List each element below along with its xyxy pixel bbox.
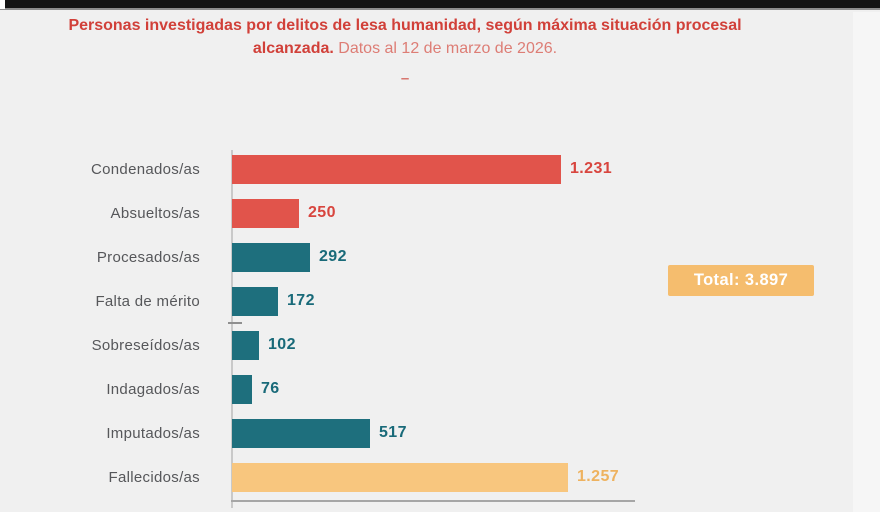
bar-wrap: 172 xyxy=(232,286,315,316)
value-label: 102 xyxy=(268,336,296,353)
chart-row: Absueltos/as 250 xyxy=(0,191,880,235)
y-axis-line xyxy=(231,150,233,508)
chart-row: Condenados/as 1.231 xyxy=(0,147,880,191)
value-bar xyxy=(232,374,252,404)
chart-row: Sobreseídos/as 102 xyxy=(0,323,880,367)
value-bar xyxy=(232,330,259,360)
bar-wrap: 517 xyxy=(232,418,407,448)
chart-row: Imputados/as 517 xyxy=(0,411,880,455)
category-label: Condenados/as xyxy=(91,160,200,178)
chart-row: Fallecidos/as 1.257 xyxy=(0,455,880,499)
value-bar xyxy=(232,462,568,492)
right-edge-strip xyxy=(853,12,880,512)
category-label: Fallecidos/as xyxy=(108,468,200,486)
value-bar xyxy=(232,154,561,184)
value-bar xyxy=(232,418,370,448)
bar-wrap: 292 xyxy=(232,242,347,272)
bar-wrap: 1.257 xyxy=(232,462,620,492)
value-label: 517 xyxy=(379,424,407,441)
x-axis-line xyxy=(231,500,635,502)
value-label: 172 xyxy=(287,292,315,309)
bar-wrap: 250 xyxy=(232,198,336,228)
chart-header: Personas investigadas por delitos de les… xyxy=(0,14,810,87)
chart-title-main: Personas investigadas por delitos de les… xyxy=(68,17,742,57)
value-label: 250 xyxy=(308,204,336,221)
category-label: Imputados/as xyxy=(106,424,200,442)
chart-row: Procesados/as 292 xyxy=(0,235,880,279)
category-label: Indagados/as xyxy=(106,380,200,398)
top-bar-notch xyxy=(0,0,5,9)
category-label: Sobreseídos/as xyxy=(91,336,200,354)
value-bar xyxy=(232,198,299,228)
bar-wrap: 1.231 xyxy=(232,154,613,184)
y-axis-tick xyxy=(228,322,242,324)
value-label: 76 xyxy=(261,380,280,397)
value-bar xyxy=(232,286,278,316)
top-bar xyxy=(0,0,880,10)
category-label: Falta de mérito xyxy=(95,292,200,310)
total-badge: Total: 3.897 xyxy=(668,265,814,296)
value-bar xyxy=(232,242,310,272)
bar-wrap: 76 xyxy=(232,374,280,404)
category-label: Absueltos/as xyxy=(110,204,200,222)
chart-rows: Condenados/as 1.231 Absueltos/as 250 Procesa… xyxy=(0,147,880,499)
chart-row: Indagados/as 76 xyxy=(0,367,880,411)
value-label: 1.257 xyxy=(577,468,620,485)
value-label: 292 xyxy=(319,248,347,265)
title-dash: – xyxy=(400,70,410,87)
chart-subtitle: Datos al 12 de marzo de 2026. xyxy=(338,40,558,57)
bar-wrap: 102 xyxy=(232,330,296,360)
value-label: 1.231 xyxy=(570,160,613,177)
chart-row: Falta de mérito 172 xyxy=(0,279,880,323)
chart-title: Personas investigadas por delitos de les… xyxy=(55,14,755,60)
category-label: Procesados/as xyxy=(96,248,200,266)
